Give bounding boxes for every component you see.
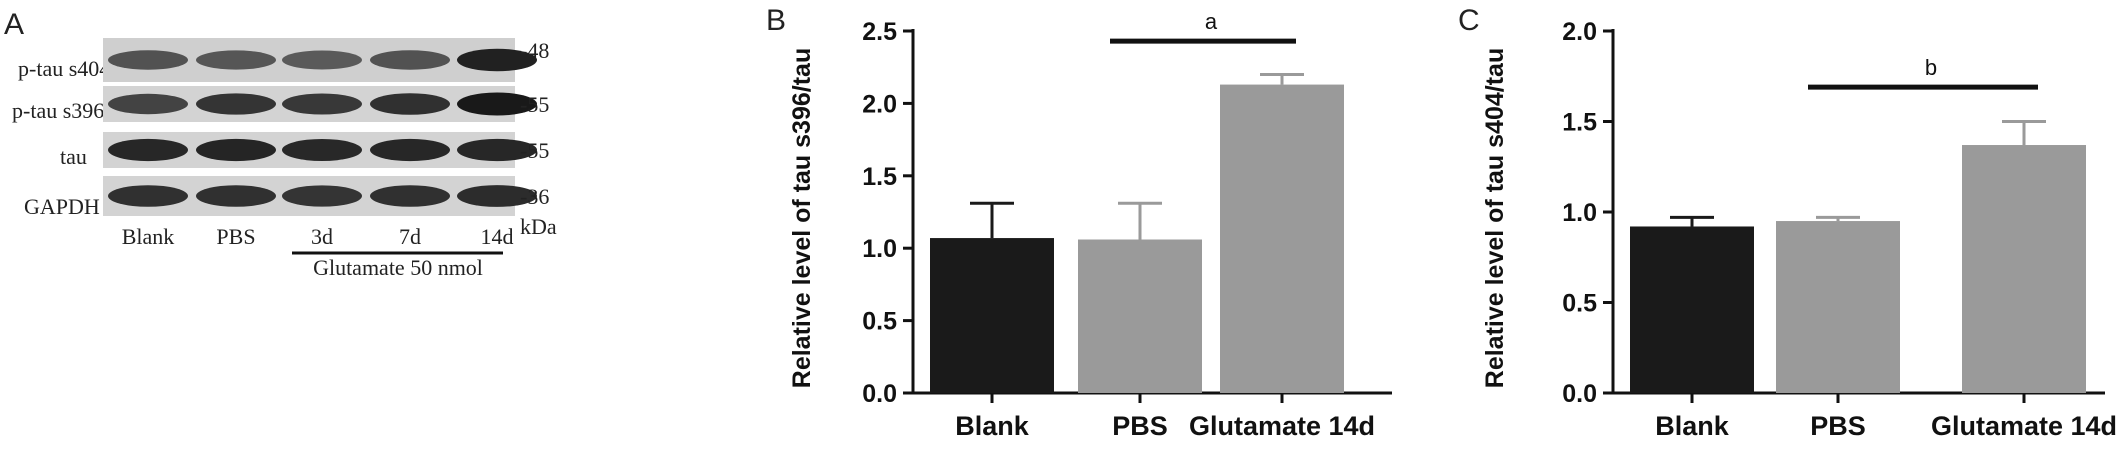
treatment-label: Glutamate 50 nmol <box>313 255 483 280</box>
blot-band <box>196 93 276 115</box>
chart-panel-c: C 0.0 0.5 1.0 1.5 2.0 Relative level of tau s4… <box>1458 4 2117 441</box>
blot-marker: -48 <box>520 38 549 63</box>
blot-band <box>457 185 537 207</box>
bar <box>1630 226 1754 393</box>
blot-band <box>196 185 276 207</box>
blot-band <box>370 138 450 162</box>
y-tick-label: 1.5 <box>1562 109 1597 137</box>
x-tick-label: Blank <box>1655 411 1730 441</box>
blot-band <box>282 138 362 162</box>
x-tick-label: Blank <box>955 411 1030 441</box>
blot-band <box>282 185 362 207</box>
significance-label: b <box>1925 55 1937 80</box>
bar <box>1078 239 1202 393</box>
lane-label: 7d <box>399 224 421 249</box>
y-tick-label: 0.5 <box>1562 290 1597 318</box>
y-tick-label: 0.0 <box>862 380 897 408</box>
bar <box>930 238 1054 393</box>
chart-panel-b: B 0.0 0.5 1.0 1.5 2.0 2.5 Relative level of tau… <box>766 4 1392 441</box>
blot-row-2: p-tau s396 -55 <box>12 86 549 123</box>
y-tick-label: 2.5 <box>862 18 897 46</box>
y-tick-label: 1.0 <box>862 235 897 263</box>
panel-a-label: A <box>4 8 24 41</box>
blot-row-3: tau -55 <box>60 132 549 169</box>
x-tick-label: Glutamate 14d <box>1931 411 2117 441</box>
bar <box>1962 145 2086 393</box>
y-tick-label: 2.0 <box>1562 18 1597 46</box>
blot-marker: -36 <box>520 184 549 209</box>
y-tick-label: 0.0 <box>1562 380 1597 408</box>
blot-marker: -55 <box>520 138 549 163</box>
x-tick-label: PBS <box>1810 411 1866 441</box>
blot-row-label: tau <box>60 144 87 169</box>
panel-label: B <box>766 4 786 37</box>
x-tick-label: PBS <box>1112 411 1168 441</box>
y-tick-label: 0.5 <box>862 308 897 336</box>
blot-row-label: p-tau s396 <box>12 98 104 123</box>
bar <box>1220 84 1344 394</box>
y-tick-label: 1.5 <box>862 163 897 191</box>
blot-band <box>370 185 450 207</box>
lane-labels: Blank PBS 3d 7d 14d <box>122 224 514 249</box>
significance-label: a <box>1205 9 1218 34</box>
blot-row-1: p-tau s404 -48 <box>18 38 549 82</box>
blot-row-4: GAPDH -36 <box>24 176 549 219</box>
panel-label: C <box>1458 4 1480 37</box>
blot-band <box>196 50 276 70</box>
lane-label: Blank <box>122 224 175 249</box>
blot-band <box>457 48 537 72</box>
blot-band <box>108 93 188 115</box>
blot-band <box>282 50 362 70</box>
blot-band <box>108 138 188 162</box>
y-tick-label: 1.0 <box>1562 199 1597 227</box>
bar <box>1776 221 1900 393</box>
blot-band <box>108 185 188 207</box>
blot-marker: -55 <box>520 92 549 117</box>
lane-label: PBS <box>216 224 255 249</box>
lane-label: 14d <box>481 224 514 249</box>
lane-label: 3d <box>311 224 333 249</box>
blot-row-label: GAPDH <box>24 194 100 219</box>
y-axis-label: Relative level of tau s404/tau <box>1481 48 1509 388</box>
y-tick-label: 2.0 <box>862 90 897 118</box>
blot-band <box>282 93 362 115</box>
blot-band <box>457 138 537 162</box>
x-tick-label: Glutamate 14d <box>1189 411 1375 441</box>
blot-row-label: p-tau s404 <box>18 56 110 81</box>
blot-band <box>108 50 188 70</box>
y-axis-label: Relative level of tau s396/tau <box>788 48 816 388</box>
blot-band <box>457 92 537 116</box>
blot-band <box>370 93 450 115</box>
blot-band <box>196 138 276 162</box>
blot-unit: kDa <box>520 214 557 239</box>
western-blot-panel: A p-tau s404 -48 p-tau s396 -55 tau -55 … <box>4 8 557 280</box>
blot-band <box>370 50 450 70</box>
